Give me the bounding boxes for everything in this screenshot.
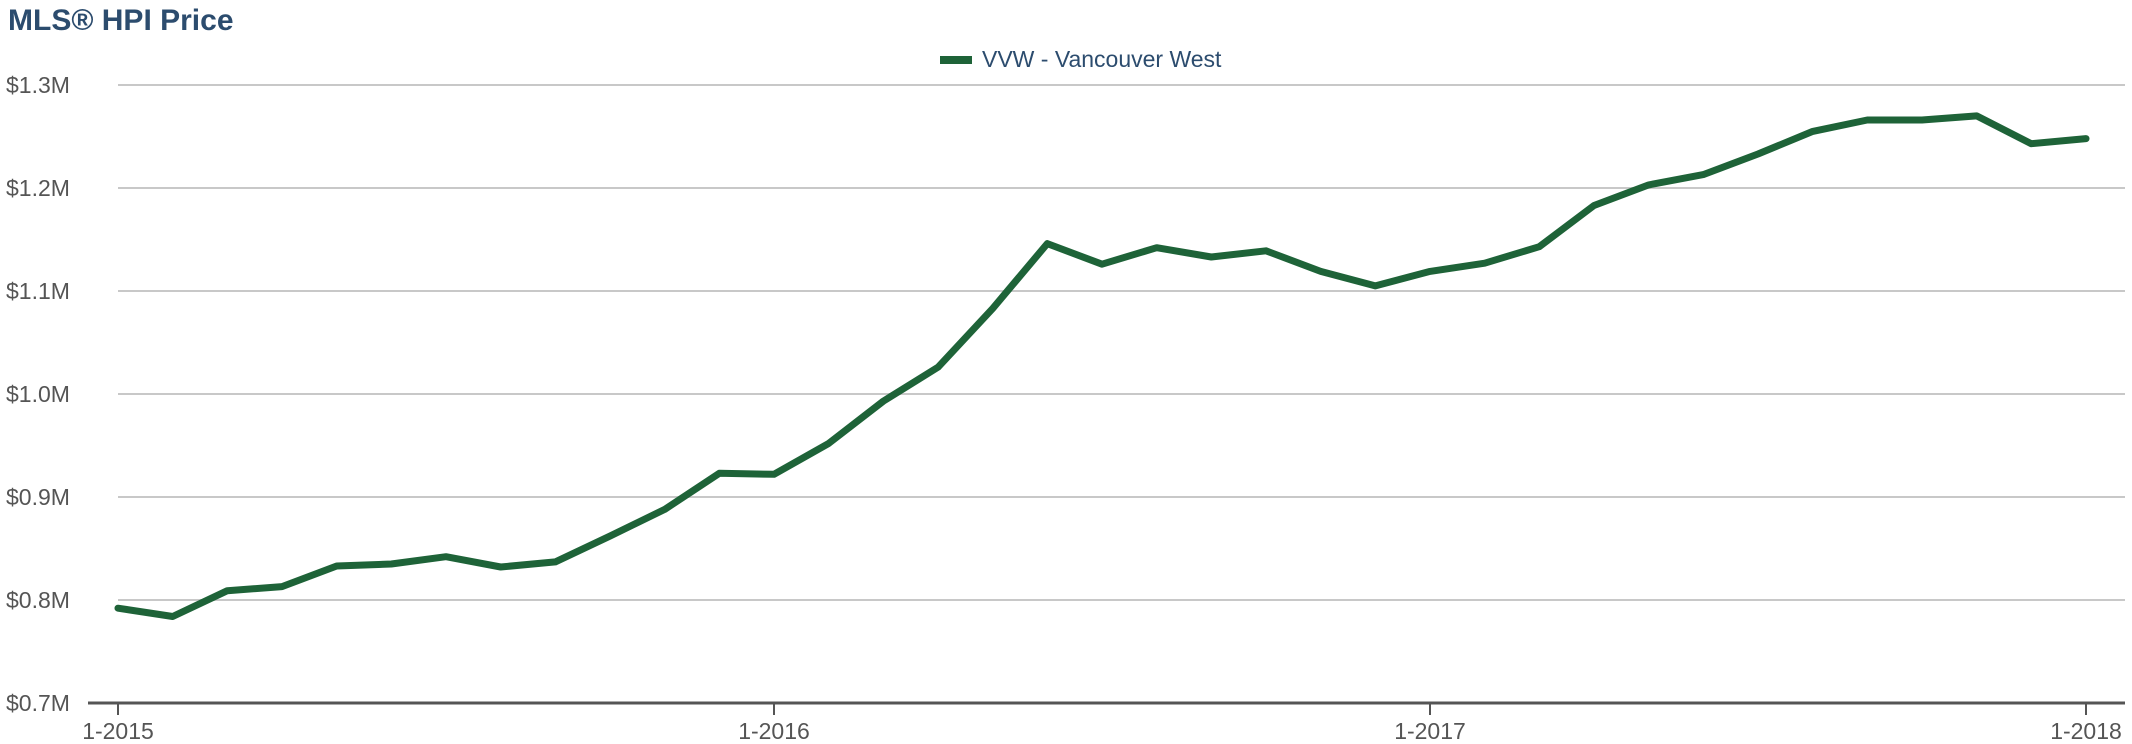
data-point[interactable] bbox=[1864, 117, 1871, 124]
x-axis: 1-2015 1-2016 1-2017 1-2018 bbox=[82, 701, 2125, 744]
y-tick-label: $1.3M bbox=[6, 72, 70, 98]
legend-swatch bbox=[940, 55, 972, 64]
chart-title: MLS® HPI Price bbox=[8, 4, 234, 37]
data-point[interactable] bbox=[443, 553, 449, 560]
data-point[interactable] bbox=[388, 560, 395, 567]
data-point[interactable] bbox=[935, 364, 941, 371]
data-point[interactable] bbox=[2028, 140, 2035, 147]
data-point[interactable] bbox=[1208, 254, 1215, 261]
gridlines bbox=[118, 84, 2125, 601]
x-tick-label: 1-2017 bbox=[1394, 718, 1466, 744]
series-line-0[interactable] bbox=[114, 112, 2090, 620]
data-point[interactable] bbox=[1536, 243, 1543, 250]
y-axis-labels: $0.7M $0.8M $0.9M $1.0M $1.1M $1.2M $1.3M bbox=[6, 72, 70, 716]
data-point[interactable] bbox=[1755, 151, 1761, 158]
legend[interactable]: VVW - Vancouver West bbox=[940, 46, 1221, 73]
data-point[interactable] bbox=[661, 506, 668, 513]
y-tick-label: $0.8M bbox=[6, 587, 70, 613]
data-point[interactable] bbox=[279, 583, 285, 590]
data-point[interactable] bbox=[1427, 268, 1433, 275]
data-point[interactable] bbox=[115, 605, 121, 612]
y-tick-label: $1.0M bbox=[6, 381, 70, 407]
x-tick-label: 1-2016 bbox=[738, 718, 810, 744]
data-point[interactable] bbox=[989, 305, 996, 312]
data-point[interactable] bbox=[1809, 128, 1816, 135]
y-tick-label: $0.9M bbox=[6, 484, 70, 510]
x-tick-label: 1-2015 bbox=[82, 718, 154, 744]
y-tick-label: $1.2M bbox=[6, 175, 70, 201]
data-point[interactable] bbox=[607, 533, 613, 540]
data-point[interactable] bbox=[880, 398, 887, 405]
series-lines bbox=[114, 112, 2090, 620]
y-tick-label: $1.1M bbox=[6, 278, 70, 304]
data-point[interactable] bbox=[1919, 117, 1925, 124]
data-point[interactable] bbox=[1372, 282, 1379, 289]
x-tick-label: 1-2018 bbox=[2050, 718, 2122, 744]
y-tick-label: $0.7M bbox=[6, 690, 70, 716]
data-point[interactable] bbox=[1481, 260, 1488, 267]
data-point[interactable] bbox=[333, 563, 340, 570]
data-point[interactable] bbox=[1645, 181, 1652, 188]
data-point[interactable] bbox=[716, 470, 723, 477]
data-point[interactable] bbox=[2083, 135, 2089, 142]
data-point[interactable] bbox=[771, 471, 777, 478]
data-point[interactable] bbox=[169, 613, 176, 620]
data-point[interactable] bbox=[1044, 240, 1051, 247]
data-point[interactable] bbox=[1973, 112, 1980, 119]
data-point[interactable] bbox=[552, 558, 559, 565]
data-point[interactable] bbox=[1153, 244, 1160, 251]
data-point[interactable] bbox=[224, 587, 231, 594]
data-point[interactable] bbox=[825, 440, 832, 447]
data-point[interactable] bbox=[1099, 261, 1105, 268]
data-point[interactable] bbox=[497, 564, 504, 571]
data-point[interactable] bbox=[1263, 247, 1269, 254]
data-point[interactable] bbox=[1317, 268, 1324, 275]
legend-label: VVW - Vancouver West bbox=[982, 46, 1222, 72]
data-point[interactable] bbox=[1591, 202, 1597, 209]
data-point[interactable] bbox=[1700, 171, 1707, 178]
